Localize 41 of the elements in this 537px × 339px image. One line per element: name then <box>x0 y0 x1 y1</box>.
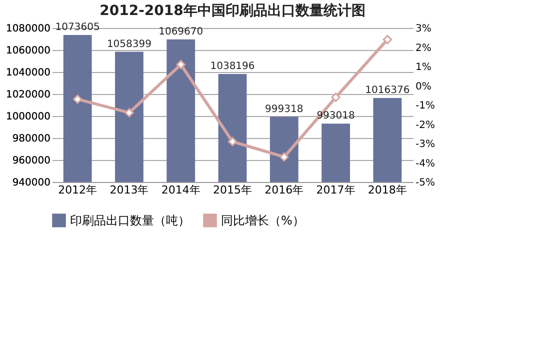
legend-label: 印刷品出口数量（吨） <box>70 213 190 228</box>
point <box>331 92 340 102</box>
data-label: 993018 <box>316 110 355 122</box>
data-label: 1038196 <box>210 60 255 72</box>
point <box>280 152 289 162</box>
y-tick-label: 1000000 <box>6 112 50 122</box>
chart-title: 2012-2018年中国印刷品出口数量统计图 <box>100 2 366 20</box>
y-tick-label: 1040000 <box>6 68 50 78</box>
point <box>124 108 134 118</box>
y-tick-label: 1020000 <box>6 90 50 100</box>
y2-tick-label: -1% <box>416 100 435 112</box>
x-tick-label: 2017年 <box>316 184 356 196</box>
data-label: 1073605 <box>55 22 100 34</box>
x-tick-label: 2018年 <box>368 184 407 196</box>
y-tick-label: 940000 <box>12 178 50 188</box>
data-label: 999318 <box>265 104 304 115</box>
point <box>228 136 238 146</box>
x-tick-label: 2012年 <box>58 184 98 196</box>
x-tick-label: 2014年 <box>161 184 200 196</box>
point <box>72 94 82 104</box>
y2-tick-label: -5% <box>416 178 435 188</box>
point <box>176 60 186 70</box>
data-label: 1069670 <box>158 26 204 38</box>
x-tick-label: 2013年 <box>110 184 149 196</box>
y-tick-label: 1060000 <box>6 46 50 56</box>
data-label: 1058399 <box>106 38 152 50</box>
data-label: 1016376 <box>365 84 410 96</box>
x-tick-label: 2016年 <box>264 184 304 196</box>
x-tick-label: 2015年 <box>213 184 252 196</box>
y-tick-label: 960000 <box>12 156 50 166</box>
y2-tick-label: -2% <box>416 120 435 131</box>
legend-label: 同比增长（%） <box>221 213 304 228</box>
y2-tick-label: 3% <box>416 24 432 34</box>
y-tick-label: 1080000 <box>6 24 50 34</box>
y2-tick-label: 0% <box>416 81 432 92</box>
y2-tick-label: -3% <box>416 139 435 150</box>
y-tick-label: 980000 <box>12 134 50 144</box>
y2-tick-label: -4% <box>416 158 435 170</box>
y2-tick-label: 2% <box>416 42 432 54</box>
y2-tick-label: 1% <box>416 62 432 73</box>
point <box>382 34 392 44</box>
